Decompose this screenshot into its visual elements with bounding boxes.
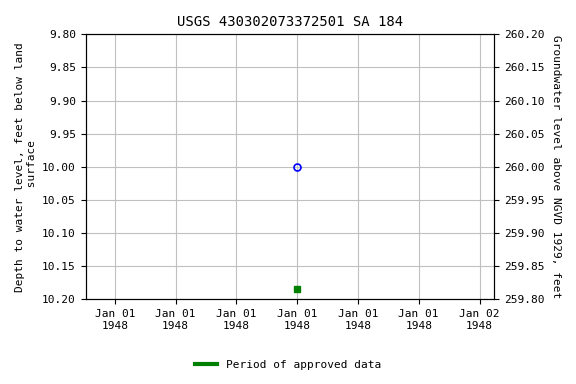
Y-axis label: Depth to water level, feet below land
 surface: Depth to water level, feet below land su…	[15, 42, 37, 292]
Y-axis label: Groundwater level above NGVD 1929, feet: Groundwater level above NGVD 1929, feet	[551, 35, 561, 298]
Legend: Period of approved data: Period of approved data	[191, 356, 385, 375]
Title: USGS 430302073372501 SA 184: USGS 430302073372501 SA 184	[177, 15, 403, 29]
